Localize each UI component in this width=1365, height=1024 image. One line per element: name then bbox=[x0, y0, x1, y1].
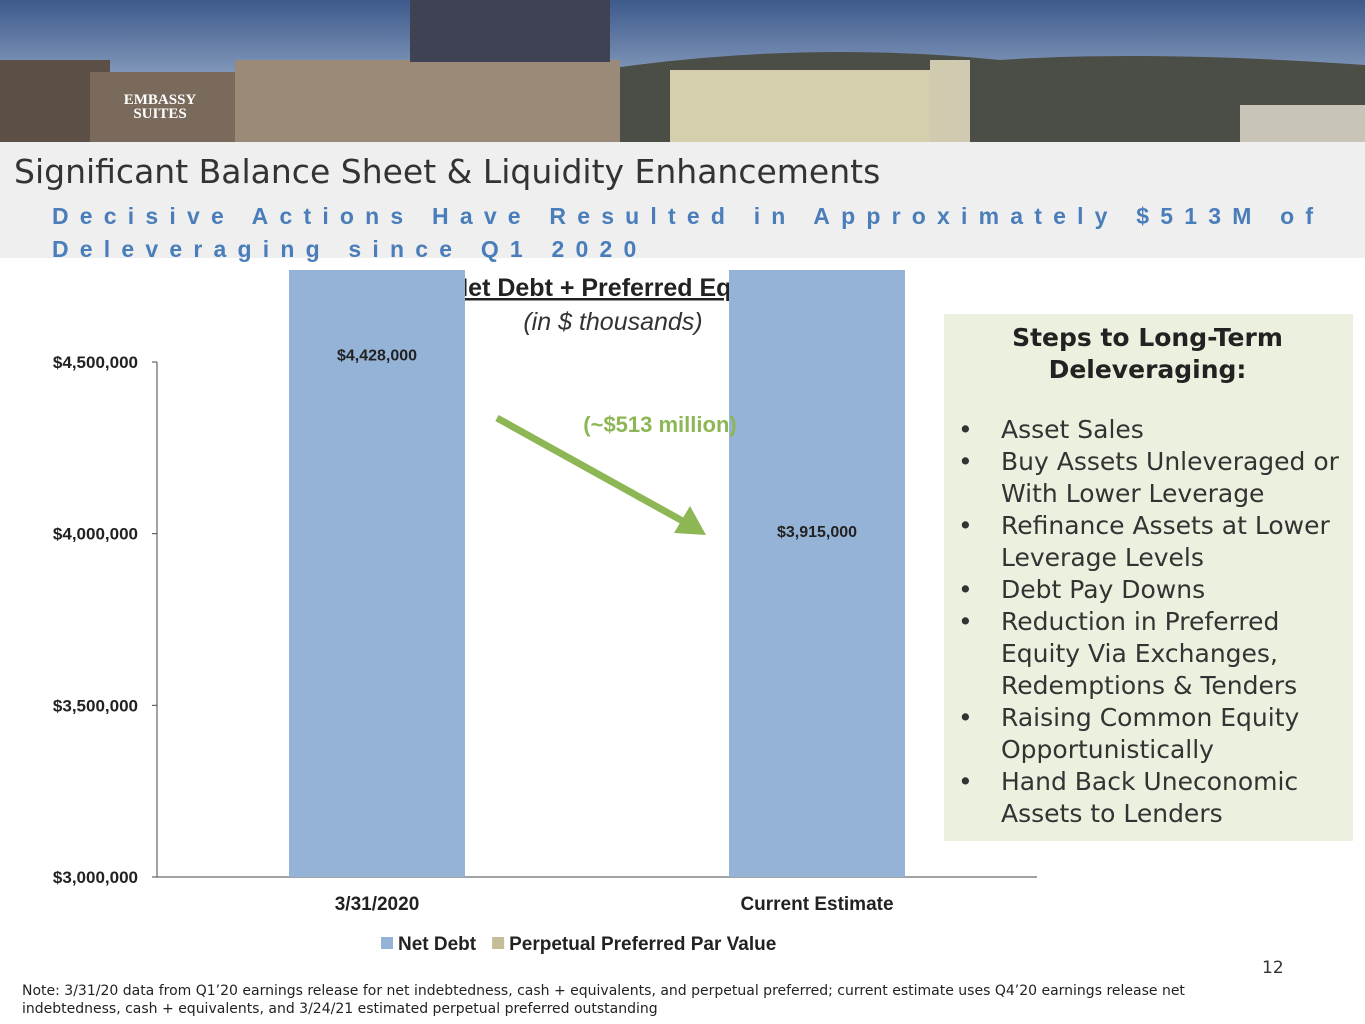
page-number: 12 bbox=[1262, 958, 1284, 978]
total-label: $4,428,000 bbox=[337, 348, 417, 365]
sidebar-item: Raising Common Equity Opportunistically bbox=[956, 702, 1339, 766]
footnote: Note: 3/31/20 data from Q1’20 earnings r… bbox=[22, 983, 1185, 1017]
chart-subtitle: (in $ thousands) bbox=[523, 308, 702, 336]
y-tick-label: $3,000,000 bbox=[53, 868, 138, 887]
svg-text:SUITES: SUITES bbox=[133, 106, 186, 122]
svg-text:EMBASSY: EMBASSY bbox=[124, 92, 197, 108]
slide-subtitle: Decisive Actions Have Resulted in Approx… bbox=[52, 203, 1325, 262]
header-photo: EMBASSY SUITES bbox=[0, 0, 1365, 142]
bar-segment bbox=[289, 270, 465, 877]
sidebar-item: Hand Back Uneconomic Assets to Lenders bbox=[956, 766, 1339, 830]
sidebar-item: Asset Sales bbox=[956, 414, 1339, 446]
sidebar: Steps to Long-Term Deleveraging: Asset S… bbox=[944, 314, 1353, 841]
slide-title: Significant Balance Sheet & Liquidity En… bbox=[14, 152, 881, 191]
y-tick-label: $4,000,000 bbox=[53, 525, 138, 544]
sidebar-item: Reduction in Preferred Equity Via Exchan… bbox=[956, 606, 1339, 702]
x-tick-label: 3/31/2020 bbox=[335, 894, 420, 915]
annotation-arrow bbox=[495, 414, 690, 528]
sidebar-item: Refinance Assets at Lower Leverage Level… bbox=[956, 510, 1339, 574]
legend-label: Net Debt bbox=[398, 934, 477, 955]
legend-swatch bbox=[381, 937, 393, 949]
bar-segment bbox=[729, 270, 905, 877]
x-tick-label: Current Estimate bbox=[740, 894, 893, 915]
legend-label: Perpetual Preferred Par Value bbox=[509, 934, 776, 955]
annotation-arrowhead bbox=[674, 506, 706, 535]
sidebar-item: Debt Pay Downs bbox=[956, 574, 1339, 606]
sidebar-title: Steps to Long-Term Deleveraging: bbox=[1012, 323, 1283, 384]
y-tick-label: $4,500,000 bbox=[53, 353, 138, 372]
total-label: $3,915,000 bbox=[777, 524, 857, 541]
title-bar bbox=[0, 142, 1365, 258]
sidebar-list: Asset SalesBuy Assets Unleveraged or Wit… bbox=[956, 414, 1339, 830]
annotation: (~$513 million) bbox=[583, 412, 736, 437]
y-tick-label: $3,500,000 bbox=[53, 696, 138, 715]
chart-title: Net Debt + Preferred Equity bbox=[450, 274, 776, 302]
sidebar-item: Buy Assets Unleveraged or With Lower Lev… bbox=[956, 446, 1339, 510]
legend-swatch bbox=[492, 937, 505, 949]
chart: Net Debt + Preferred Equity (in $ thousa… bbox=[53, 270, 1037, 955]
